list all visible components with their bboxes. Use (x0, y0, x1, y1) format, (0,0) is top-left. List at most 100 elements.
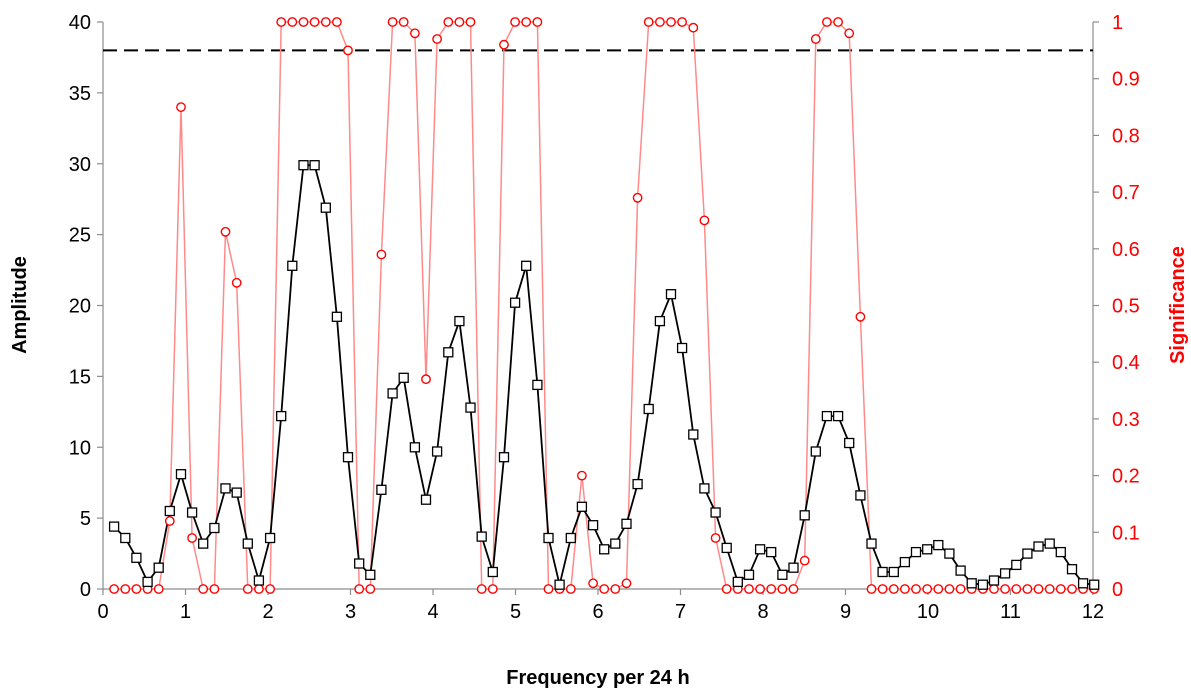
left-tick-label: 25 (69, 225, 91, 247)
amplitude-point (699, 483, 710, 494)
significance-point (788, 584, 799, 594)
amplitude-point (1066, 564, 1078, 575)
amplitude-point (465, 402, 476, 413)
significance-point (510, 17, 520, 27)
x-tick-label: 4 (427, 601, 438, 623)
significance-point (153, 584, 164, 594)
amplitude-point (855, 490, 866, 501)
significance-point (844, 28, 855, 39)
amplitude-point (944, 548, 955, 559)
amplitude-point (276, 410, 287, 422)
significance-point (543, 584, 554, 594)
amplitude-point (220, 483, 231, 494)
amplitude-point (654, 315, 666, 327)
amplitude-point (1089, 579, 1100, 590)
significance-point (955, 584, 966, 594)
significance-point (699, 215, 710, 226)
right-axis-ticks: 0 0.1 0.2 0.3 0.4 0.5 0.6 0.7 0.8 0.9 1 (1093, 12, 1140, 601)
amplitude-point (754, 544, 766, 555)
amplitude-point (1011, 559, 1022, 571)
amplitude-point (498, 452, 510, 463)
amplitude-point (431, 446, 443, 457)
x-tick-label: 8 (757, 601, 768, 623)
significance-point (198, 584, 209, 594)
significance-point (989, 584, 999, 594)
significance-point (1000, 584, 1010, 594)
significance-point (454, 17, 465, 27)
significance-point (799, 555, 810, 566)
significance-point (911, 584, 921, 594)
significance-point (220, 226, 231, 237)
significance-point (521, 17, 532, 27)
significance-point (499, 39, 509, 50)
significance-point (187, 533, 198, 543)
amplitude-point (543, 532, 554, 544)
significance-point (710, 533, 721, 543)
significance-point (298, 17, 309, 27)
left-tick-label: 0 (80, 579, 91, 601)
significance-point (621, 578, 632, 589)
significance-point (253, 584, 264, 594)
significance-point (131, 584, 142, 594)
significance-point (643, 17, 654, 27)
significance-point (688, 22, 699, 33)
significance-point (855, 311, 866, 322)
amplitude-point (108, 521, 120, 532)
amplitude-point (487, 566, 498, 578)
amplitude-point (409, 442, 421, 453)
significance-point (900, 584, 910, 594)
amplitude-point (398, 372, 409, 383)
significance-point (655, 17, 665, 27)
significance-point (487, 584, 498, 594)
amplitude-point (777, 569, 788, 580)
amplitude-point (599, 544, 610, 555)
significance-point (398, 17, 409, 27)
x-tick-label: 10 (917, 601, 939, 623)
significance-point (276, 17, 287, 27)
significance-point (1044, 584, 1055, 594)
significance-point (599, 584, 610, 594)
amplitude-point (832, 410, 844, 422)
right-tick-label: 0.2 (1112, 466, 1140, 488)
left-axis-ticks: 0 5 10 15 20 25 30 35 40 (69, 12, 103, 601)
significance-point (476, 584, 487, 594)
x-tick-label: 2 (262, 601, 273, 623)
significance-point (944, 584, 955, 594)
amplitude-point (977, 579, 989, 590)
significance-point (565, 584, 576, 594)
amplitude-point (242, 538, 253, 549)
amplitude-point (131, 552, 142, 563)
x-axis-ticks: 0 1 2 3 4 5 6 7 8 9 10 11 12 (97, 589, 1104, 623)
amplitude-point (175, 469, 187, 480)
x-tick-label: 5 (510, 601, 521, 623)
significance-point (320, 17, 331, 27)
right-tick-label: 0.5 (1112, 296, 1140, 318)
amplitude-point (632, 478, 643, 490)
amplitude-point (676, 342, 688, 354)
amplitude-point (209, 522, 220, 534)
amplitude-point (521, 260, 532, 271)
amplitude-point (1022, 548, 1033, 559)
amplitude-point (688, 429, 699, 440)
amplitude-point (454, 315, 465, 327)
amplitude-point (509, 297, 521, 308)
right-tick-label: 1 (1112, 12, 1123, 34)
amplitude-point (1033, 541, 1044, 552)
right-tick-label: 0.3 (1112, 409, 1140, 431)
significance-point (588, 578, 598, 589)
x-tick-label: 6 (592, 601, 603, 623)
significance-point (744, 584, 754, 594)
significance-point (409, 28, 420, 39)
amplitude-point (331, 311, 343, 322)
amplitude-point (342, 452, 354, 463)
amplitude-point (354, 558, 365, 569)
amplitude-point (1077, 578, 1089, 589)
amplitude-point (554, 579, 565, 590)
amplitude-point (587, 520, 599, 531)
amplitude-point (788, 562, 799, 573)
amplitude-point (933, 539, 944, 551)
amplitude-point (955, 565, 966, 576)
significance-point (777, 584, 788, 594)
significance-point (1067, 584, 1077, 594)
significance-series-line (114, 21, 1095, 590)
